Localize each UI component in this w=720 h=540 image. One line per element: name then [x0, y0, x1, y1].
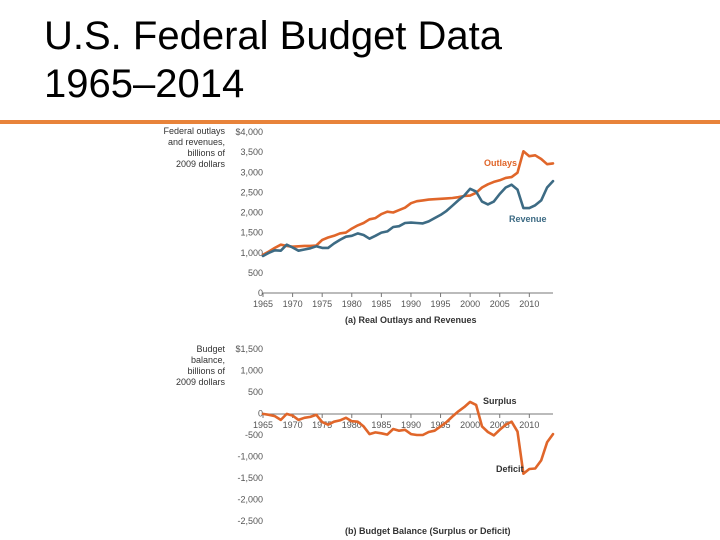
x-tick-label: 2000 [460, 299, 480, 309]
chart-caption: (b) Budget Balance (Surplus or Deficit) [345, 526, 511, 536]
series-label-outlays: Outlays [484, 158, 517, 168]
x-tick-label: 1985 [371, 299, 391, 309]
series-line-revenue [261, 179, 555, 258]
y-tick-label: 500 [248, 268, 263, 278]
y-tick-label: 3,500 [240, 147, 263, 157]
x-tick-label: 1975 [312, 420, 332, 430]
y-tick-label: -2,500 [237, 516, 263, 526]
y-axis-label-line: and revenues, [168, 137, 225, 147]
chart-caption: (a) Real Outlays and Revenues [345, 315, 477, 325]
x-tick-label: 1995 [431, 299, 451, 309]
y-tick-label: $1,500 [235, 344, 263, 354]
y-axis-label-line: Budget [196, 344, 225, 354]
x-tick-label: 2005 [490, 299, 510, 309]
y-axis-label-line: billions of [187, 148, 225, 158]
y-tick-label: 0 [258, 409, 263, 419]
y-tick-label: -500 [245, 430, 263, 440]
series-label-revenue: Revenue [509, 214, 547, 224]
x-tick-label: 1965 [253, 420, 273, 430]
y-tick-label: 3,000 [240, 167, 263, 177]
x-tick-label: 1990 [401, 299, 421, 309]
slide-title-line-2: 1965–2014 [44, 62, 245, 106]
y-tick-label: $4,000 [235, 127, 263, 137]
y-axis-label-line: Federal outlays [163, 126, 225, 136]
x-tick-label: 1990 [401, 420, 421, 430]
y-tick-label: 2,000 [240, 208, 263, 218]
y-tick-label: 1,500 [240, 228, 263, 238]
x-tick-label: 2005 [490, 420, 510, 430]
y-tick-label: 0 [258, 288, 263, 298]
y-axis-label-line: billions of [187, 366, 225, 376]
x-tick-label: 2010 [519, 420, 539, 430]
x-tick-label: 1970 [283, 420, 303, 430]
x-tick-label: 1965 [253, 299, 273, 309]
x-tick-label: 2010 [519, 299, 539, 309]
y-tick-label: -2,000 [237, 495, 263, 505]
x-tick-label: 2000 [460, 420, 480, 430]
y-tick-label: 500 [248, 387, 263, 397]
annotation-surplus: Surplus [483, 396, 517, 406]
slide-title-line-1: U.S. Federal Budget Data [44, 14, 503, 58]
y-axis-label-line: 2009 dollars [176, 159, 226, 169]
x-tick-label: 1975 [312, 299, 332, 309]
x-tick-label: 1980 [342, 299, 362, 309]
series-line-balance [261, 400, 555, 476]
slide-title: U.S. Federal Budget Data 1965–2014 [44, 12, 502, 108]
annotation-deficit: Deficit [496, 464, 524, 474]
y-axis-label-line: balance, [191, 355, 225, 365]
x-tick-label: 1970 [283, 299, 303, 309]
x-tick-label: 1985 [371, 420, 391, 430]
y-tick-label: 1,000 [240, 248, 263, 258]
series-line-outlays [261, 150, 555, 257]
y-tick-label: 1,000 [240, 366, 263, 376]
x-tick-label: 1980 [342, 420, 362, 430]
y-axis-label-line: 2009 dollars [176, 377, 226, 387]
y-tick-label: -1,000 [237, 452, 263, 462]
y-tick-label: -1,500 [237, 473, 263, 483]
title-divider [0, 120, 720, 124]
y-tick-label: 2,500 [240, 187, 263, 197]
